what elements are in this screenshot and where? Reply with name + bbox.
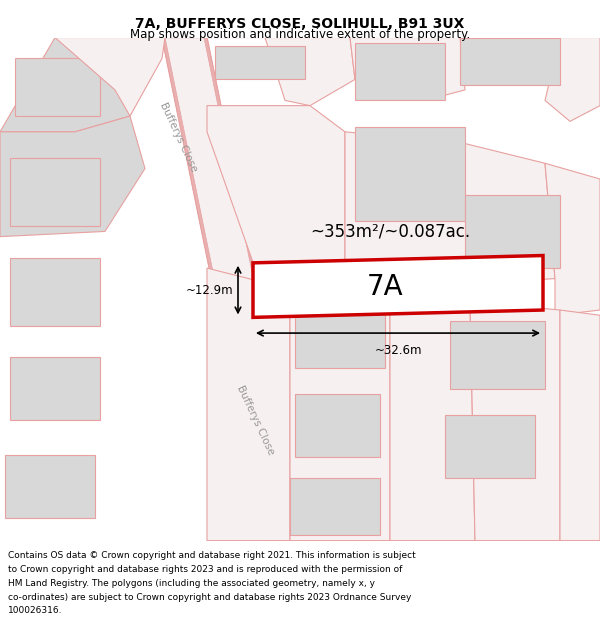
Polygon shape: [545, 163, 600, 315]
Polygon shape: [207, 38, 355, 106]
Polygon shape: [0, 116, 145, 237]
Text: co-ordinates) are subject to Crown copyright and database rights 2023 Ordnance S: co-ordinates) are subject to Crown copyr…: [8, 592, 411, 601]
Bar: [15, 59, 100, 116]
Text: ~12.9m: ~12.9m: [185, 284, 233, 297]
Bar: [290, 478, 380, 536]
Bar: [5, 454, 95, 518]
Bar: [465, 195, 560, 268]
Bar: [295, 299, 385, 368]
Text: Bufferys Close: Bufferys Close: [158, 101, 199, 173]
Bar: [10, 258, 100, 326]
Text: Bufferys Close: Bufferys Close: [235, 384, 275, 456]
Bar: [10, 158, 100, 226]
Bar: [215, 46, 305, 79]
Bar: [445, 415, 535, 478]
Polygon shape: [162, 38, 310, 541]
Bar: [10, 357, 100, 420]
Bar: [295, 394, 380, 457]
Bar: [460, 38, 560, 84]
Polygon shape: [162, 38, 268, 541]
Polygon shape: [207, 106, 345, 289]
Polygon shape: [560, 310, 600, 541]
Text: 100026316.: 100026316.: [8, 606, 62, 615]
Polygon shape: [253, 256, 543, 318]
Text: ~32.6m: ~32.6m: [374, 344, 422, 357]
Polygon shape: [460, 142, 555, 284]
Polygon shape: [290, 289, 390, 541]
Polygon shape: [390, 294, 475, 541]
Polygon shape: [545, 38, 600, 121]
Polygon shape: [204, 38, 310, 541]
Text: Contains OS data © Crown copyright and database right 2021. This information is : Contains OS data © Crown copyright and d…: [8, 551, 416, 560]
Polygon shape: [207, 268, 290, 541]
Polygon shape: [345, 132, 470, 289]
Text: to Crown copyright and database rights 2023 and is reproduced with the permissio: to Crown copyright and database rights 2…: [8, 565, 402, 574]
Text: 7A, BUFFERYS CLOSE, SOLIHULL, B91 3UX: 7A, BUFFERYS CLOSE, SOLIHULL, B91 3UX: [136, 18, 464, 31]
Bar: [355, 127, 465, 221]
Polygon shape: [0, 38, 155, 132]
Polygon shape: [55, 38, 165, 116]
Text: HM Land Registry. The polygons (including the associated geometry, namely x, y: HM Land Registry. The polygons (includin…: [8, 579, 375, 587]
Text: Map shows position and indicative extent of the property.: Map shows position and indicative extent…: [130, 28, 470, 41]
Text: ~353m²/~0.087ac.: ~353m²/~0.087ac.: [310, 222, 470, 241]
Polygon shape: [470, 302, 560, 541]
Polygon shape: [350, 38, 465, 95]
Bar: [355, 42, 445, 101]
Bar: [450, 321, 545, 389]
Text: 7A: 7A: [367, 273, 403, 301]
